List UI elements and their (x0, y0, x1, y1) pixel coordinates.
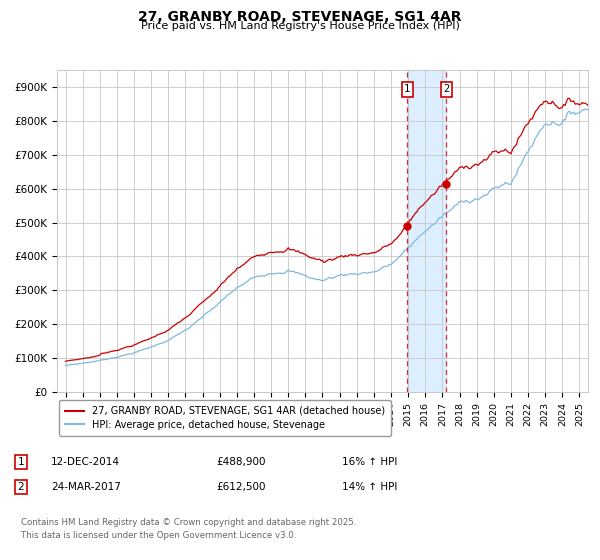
Text: Price paid vs. HM Land Registry's House Price Index (HPI): Price paid vs. HM Land Registry's House … (140, 21, 460, 31)
Text: £488,900: £488,900 (216, 457, 265, 467)
Text: £612,500: £612,500 (216, 482, 265, 492)
Text: 27, GRANBY ROAD, STEVENAGE, SG1 4AR: 27, GRANBY ROAD, STEVENAGE, SG1 4AR (138, 10, 462, 24)
Text: Contains HM Land Registry data © Crown copyright and database right 2025.
This d: Contains HM Land Registry data © Crown c… (21, 518, 356, 540)
Text: 2: 2 (443, 85, 449, 95)
Text: 14% ↑ HPI: 14% ↑ HPI (342, 482, 397, 492)
Text: 24-MAR-2017: 24-MAR-2017 (51, 482, 121, 492)
Text: 1: 1 (404, 85, 410, 95)
Text: 16% ↑ HPI: 16% ↑ HPI (342, 457, 397, 467)
Text: 12-DEC-2014: 12-DEC-2014 (51, 457, 120, 467)
Text: 2: 2 (17, 482, 25, 492)
Legend: 27, GRANBY ROAD, STEVENAGE, SG1 4AR (detached house), HPI: Average price, detach: 27, GRANBY ROAD, STEVENAGE, SG1 4AR (det… (59, 400, 391, 436)
Text: 1: 1 (17, 457, 25, 467)
Bar (407, 70, 446, 392)
